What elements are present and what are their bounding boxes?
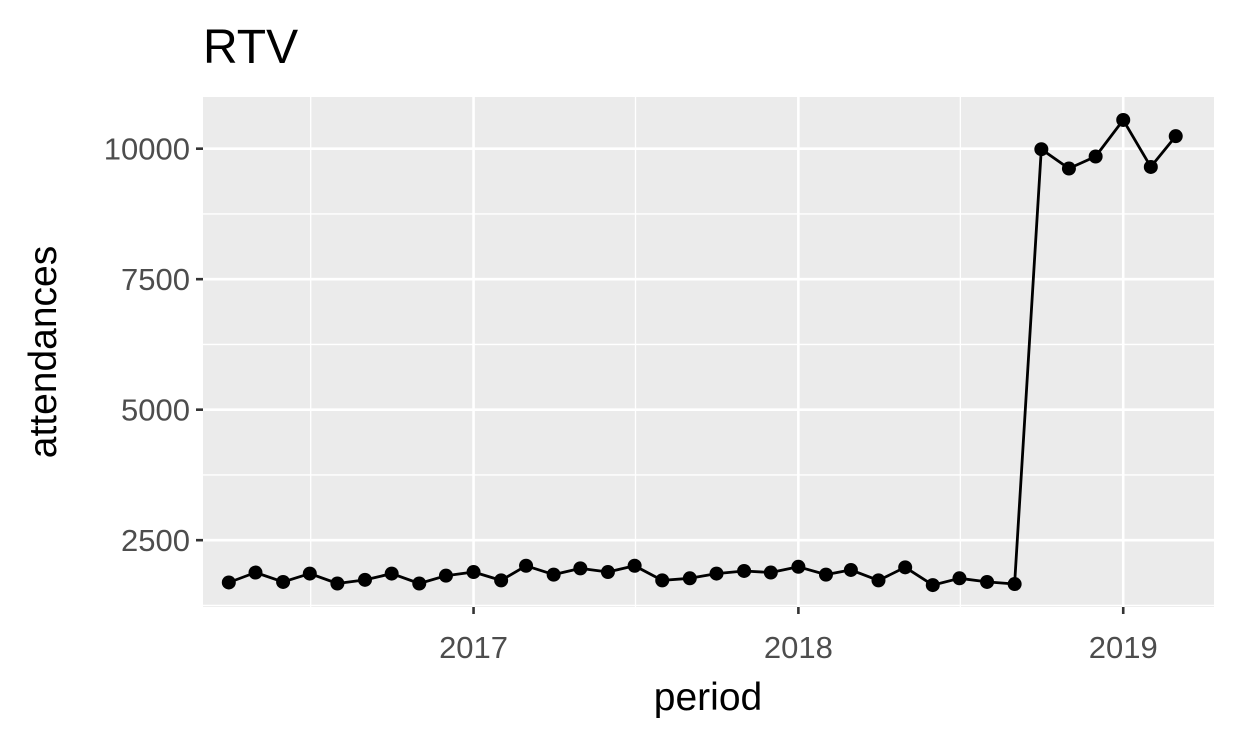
data-point — [276, 574, 291, 589]
data-point — [466, 565, 481, 580]
data-point — [925, 578, 940, 593]
data-point — [627, 558, 642, 573]
data-point — [1168, 129, 1183, 144]
data-point — [818, 567, 833, 582]
y-axis-title: attendances — [22, 246, 65, 459]
data-point — [494, 573, 509, 588]
data-point — [952, 571, 967, 586]
data-point — [330, 576, 345, 591]
data-point — [709, 566, 724, 581]
data-point — [737, 563, 752, 578]
data-point — [357, 572, 372, 587]
data-point — [843, 562, 858, 577]
data-point — [438, 568, 453, 583]
major-gridlines — [203, 97, 1214, 607]
panel-background — [203, 97, 1214, 607]
data-point — [384, 566, 399, 581]
data-point — [682, 571, 697, 586]
data-point — [519, 558, 534, 573]
data-point — [898, 560, 913, 575]
data-point — [302, 566, 317, 581]
data-point — [1061, 161, 1076, 176]
x-tick-label: 2018 — [764, 630, 833, 665]
axis-ticks — [196, 147, 1125, 614]
data-point — [1007, 577, 1022, 592]
y-tick-label: 7500 — [121, 262, 190, 297]
data-point — [980, 574, 995, 589]
data-point — [763, 565, 778, 580]
data-point — [1034, 142, 1049, 157]
data-point — [655, 573, 670, 588]
data-point — [871, 573, 886, 588]
tick-labels: 2500 5000 7500 10000 2017 2018 2019 — [104, 132, 1158, 665]
data-point — [1088, 149, 1103, 164]
data-point — [221, 575, 236, 590]
y-tick-label: 10000 — [104, 132, 190, 167]
data-point — [1116, 112, 1131, 127]
data-point — [546, 567, 561, 582]
data-point — [600, 565, 615, 580]
minor-gridlines — [203, 97, 1214, 607]
data-point — [791, 559, 806, 574]
y-tick-label: 5000 — [121, 393, 190, 428]
x-axis-title: period — [654, 676, 762, 719]
x-tick-label: 2017 — [439, 630, 508, 665]
chart-title: RTV — [203, 21, 298, 74]
data-point — [412, 576, 427, 591]
y-tick-label: 2500 — [121, 523, 190, 558]
data-series — [221, 112, 1183, 593]
data-point — [248, 565, 263, 580]
data-point — [1143, 159, 1158, 174]
data-point — [573, 561, 588, 576]
x-tick-label: 2019 — [1089, 630, 1158, 665]
